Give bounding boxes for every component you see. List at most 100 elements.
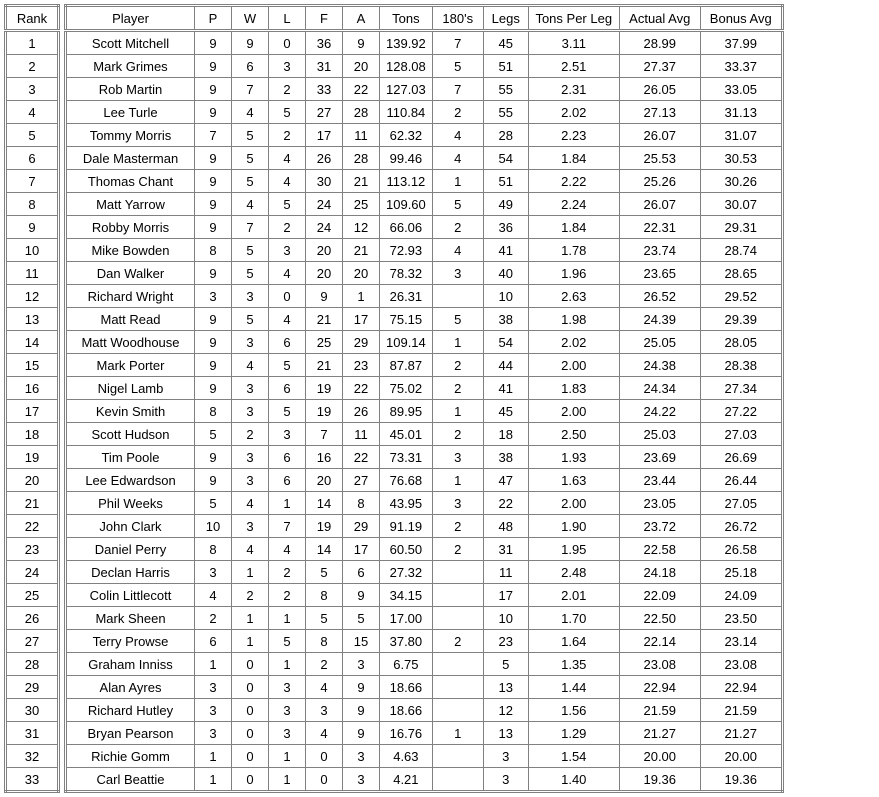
table-row: Bryan Pearson3034916.761131.2921.2721.27 [66,722,783,745]
rank-row: 2 [6,55,59,78]
col-header: F [306,6,343,31]
table-cell: 3 [343,653,380,676]
col-header: P [195,6,232,31]
table-cell: 9 [195,262,232,285]
table-cell: 24.38 [619,354,700,377]
table-cell: 66.06 [380,216,433,239]
table-cell: 21 [306,354,343,377]
table-cell: 44 [483,354,528,377]
table-cell: 23.14 [700,630,782,653]
rank-row: 15 [6,354,59,377]
table-cell: Colin Littlecott [66,584,195,607]
table-cell: 9 [343,722,380,745]
table-cell: 10 [483,607,528,630]
table-cell: 9 [195,354,232,377]
main-table: PlayerPWLFATons180'sLegsTons Per LegActu… [64,4,784,793]
table-cell: 8 [195,538,232,561]
table-cell: 3 [432,492,483,515]
table-cell: 9 [195,308,232,331]
table-cell: 23 [483,630,528,653]
table-cell: 27.37 [619,55,700,78]
table-cell: 2.00 [528,400,619,423]
rank-cell: 22 [6,515,59,538]
table-cell: 21.59 [619,699,700,722]
table-cell: 27.32 [380,561,433,584]
table-cell: 2 [432,101,483,124]
table-cell: 31.13 [700,101,782,124]
table-cell: 9 [195,147,232,170]
table-cell: 30.07 [700,193,782,216]
table-cell: 3 [269,239,306,262]
table-row: Richard Hutley3033918.66121.5621.5921.59 [66,699,783,722]
table-cell: 109.14 [380,331,433,354]
table-cell: 29.39 [700,308,782,331]
rank-row: 10 [6,239,59,262]
table-cell: 2 [269,216,306,239]
rank-cell: 33 [6,768,59,792]
table-cell: Tim Poole [66,446,195,469]
table-cell: Kevin Smith [66,400,195,423]
table-row: Scott Hudson52371145.012182.5025.0327.03 [66,423,783,446]
table-cell: 4 [269,147,306,170]
table-cell: 1.63 [528,469,619,492]
table-cell: 3 [269,722,306,745]
table-cell: 60.50 [380,538,433,561]
rank-row: 7 [6,170,59,193]
table-cell: 5 [483,653,528,676]
table-cell: 19.36 [700,768,782,792]
table-cell: 11 [483,561,528,584]
table-cell: 29.31 [700,216,782,239]
table-cell: 2.00 [528,354,619,377]
table-cell: 5 [232,308,269,331]
table-cell: 27.03 [700,423,782,446]
table-cell: 6.75 [380,653,433,676]
table-cell: 9 [195,377,232,400]
table-row: Matt Woodhouse9362529109.141542.0225.052… [66,331,783,354]
table-cell: 1.93 [528,446,619,469]
table-cell: 24.39 [619,308,700,331]
table-cell: 2 [432,216,483,239]
rank-row: 19 [6,446,59,469]
table-cell: 5 [269,630,306,653]
table-cell: 5 [195,423,232,446]
table-cell: 2 [269,124,306,147]
table-cell [432,745,483,768]
rank-cell: 31 [6,722,59,745]
table-cell: 22.31 [619,216,700,239]
table-cell: 26.72 [700,515,782,538]
table-cell: 20 [343,262,380,285]
table-cell: 29 [343,331,380,354]
table-cell: 29 [343,515,380,538]
table-row: Lee Turle9452728110.842552.0227.1331.13 [66,101,783,124]
table-cell: 1.40 [528,768,619,792]
table-cell [432,699,483,722]
table-cell: 38 [483,308,528,331]
table-cell: 28.74 [700,239,782,262]
table-cell: 22 [483,492,528,515]
table-cell: 14 [306,492,343,515]
table-row: Scott Mitchell990369139.927453.1128.9937… [66,31,783,55]
table-row: Mark Porter945212387.872442.0024.3828.38 [66,354,783,377]
rank-row: 20 [6,469,59,492]
table-cell: 4 [306,722,343,745]
table-cell: 4 [232,538,269,561]
rank-cell: 11 [6,262,59,285]
table-cell: Lee Edwardson [66,469,195,492]
table-cell: 3 [195,561,232,584]
table-cell: 1 [269,653,306,676]
table-cell: 45 [483,31,528,55]
table-cell: 20 [306,239,343,262]
table-cell: 1 [432,400,483,423]
table-cell: 2.00 [528,492,619,515]
table-cell: 5 [232,147,269,170]
table-cell: 28 [343,101,380,124]
table-cell: 3 [306,699,343,722]
table-cell: 23.50 [700,607,782,630]
rank-cell: 29 [6,676,59,699]
table-cell: 36 [306,31,343,55]
table-cell: 33.05 [700,78,782,101]
rank-row: 12 [6,285,59,308]
table-cell: 8 [343,492,380,515]
table-row: Daniel Perry844141760.502311.9522.5826.5… [66,538,783,561]
table-cell: 1 [432,331,483,354]
